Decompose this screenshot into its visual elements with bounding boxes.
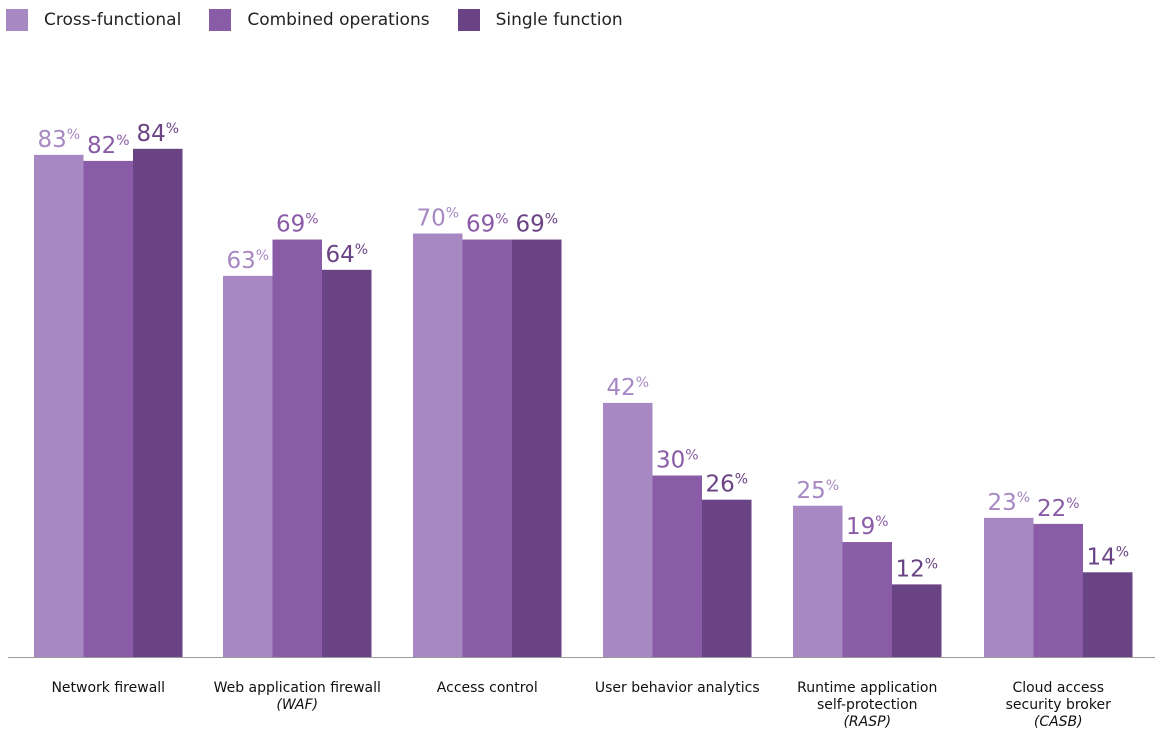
data-label-combined-operations-2: 69% <box>276 212 319 238</box>
bar-single-function-1 <box>133 148 183 658</box>
legend-item-single-function: Single function <box>457 9 623 31</box>
data-label-single-function-2: 64% <box>325 242 368 268</box>
category-label-3-line-1: Access control <box>437 680 538 696</box>
bar-single-function-2 <box>322 269 372 657</box>
data-label-combined-operations-4: 30% <box>656 448 699 474</box>
data-label-cross-functional-2: 63% <box>226 248 269 274</box>
bar-cross-functional-2 <box>223 275 273 657</box>
legend-swatch-single-function <box>457 9 480 31</box>
category-label-6-line-1: Cloud access <box>1012 680 1104 696</box>
bar-combined-operations-6 <box>1033 523 1083 657</box>
bar-single-function-5 <box>892 584 942 657</box>
category-label-1-line-1: Network firewall <box>51 680 165 696</box>
category-label-2-line-1: Web application firewall <box>214 680 381 696</box>
category-label-5-line-3: (RASP) <box>843 714 891 730</box>
data-label-combined-operations-5: 19% <box>846 514 889 540</box>
category-label-6-line-3: (CASB) <box>1034 714 1083 730</box>
data-label-single-function-5: 12% <box>895 556 938 582</box>
bar-combined-operations-3 <box>462 239 512 658</box>
legend-label-combined-operations: Combined operations <box>247 10 430 30</box>
bar-combined-operations-1 <box>83 160 133 657</box>
bar-single-function-6 <box>1083 572 1133 657</box>
bar-combined-operations-5 <box>842 542 892 657</box>
category-label-6-line-2: security broker <box>1006 697 1111 713</box>
bar-cross-functional-4 <box>603 402 653 657</box>
data-label-cross-functional-5: 25% <box>796 478 839 504</box>
data-label-single-function-6: 14% <box>1086 544 1129 570</box>
bar-combined-operations-4 <box>652 475 702 657</box>
legend-label-cross-functional: Cross-functional <box>44 10 182 30</box>
data-label-cross-functional-1: 83% <box>37 127 80 153</box>
legend-item-combined-operations: Combined operations <box>209 9 430 31</box>
data-label-single-function-1: 84% <box>136 121 179 147</box>
legend-swatch-combined-operations <box>209 9 232 31</box>
data-label-cross-functional-4: 42% <box>606 375 649 401</box>
bar-cross-functional-6 <box>984 517 1034 657</box>
data-label-combined-operations-6: 22% <box>1037 496 1080 522</box>
bar-cross-functional-3 <box>413 233 463 657</box>
data-label-combined-operations-1: 82% <box>87 133 130 159</box>
legend-label-single-function: Single function <box>495 10 623 30</box>
bar-single-function-3 <box>512 239 562 658</box>
bar-cross-functional-5 <box>793 505 843 657</box>
data-label-cross-functional-3: 70% <box>416 206 459 232</box>
data-label-single-function-4: 26% <box>705 472 748 498</box>
data-label-single-function-3: 69% <box>515 212 558 238</box>
category-label-5-line-2: self-protection <box>817 697 918 713</box>
category-label-2-line-2: (WAF) <box>276 697 318 713</box>
category-label-4-line-1: User behavior analytics <box>595 680 760 696</box>
legend: Cross-functional Combined operations Sin… <box>6 8 651 32</box>
bar-single-function-4 <box>702 499 752 657</box>
category-label-5-line-1: Runtime application <box>797 680 937 696</box>
legend-swatch-cross-functional <box>6 9 28 31</box>
bar-combined-operations-2 <box>272 239 322 658</box>
bar-cross-functional-1 <box>34 154 84 657</box>
data-label-cross-functional-6: 23% <box>987 490 1030 516</box>
legend-item-cross-functional: Cross-functional <box>6 9 181 31</box>
data-label-combined-operations-3: 69% <box>466 212 509 238</box>
